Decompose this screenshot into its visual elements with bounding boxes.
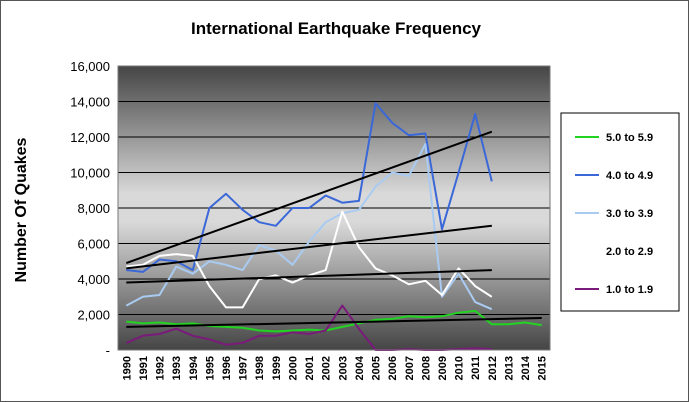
y-tick-label: 8,000 <box>77 201 110 216</box>
y-tick-label: 10,000 <box>70 166 110 181</box>
x-tick-label: 1990 <box>121 356 133 380</box>
x-tick-label: 2015 <box>537 356 549 380</box>
x-tick-label: 2013 <box>503 356 515 380</box>
y-tick-label: - <box>106 343 110 358</box>
x-tick-label: 1995 <box>204 356 216 380</box>
trendline <box>126 224 492 270</box>
x-tick-label: 2011 <box>470 356 482 380</box>
x-tick-label: 1997 <box>238 356 250 380</box>
x-tick-label: 2006 <box>387 356 399 380</box>
x-tick-label: 2014 <box>520 355 532 380</box>
series-line <box>126 102 493 273</box>
legend: 5.0 to 5.9 4.0 to 4.9 3.0 to 3.9 2.0 to 2.9… <box>560 112 680 312</box>
y-tick-label: 4,000 <box>77 272 110 287</box>
y-tick-label: 6,000 <box>77 237 110 252</box>
plot-border <box>117 65 551 351</box>
y-axis-label: Number Of Quakes <box>13 137 30 282</box>
x-tick-label: 2012 <box>487 356 499 380</box>
x-tick-label: 1993 <box>171 356 183 380</box>
x-tick-label: 1998 <box>254 356 266 380</box>
y-tick-label: 12,000 <box>70 130 110 145</box>
x-tick-label: 1991 <box>138 356 150 380</box>
legend-label: 4.0 to 4.9 <box>606 170 653 182</box>
x-tick-label: 2008 <box>420 356 432 380</box>
trendline <box>125 130 493 264</box>
trendline <box>126 317 542 328</box>
trendline <box>126 269 492 284</box>
x-tick-label: 2007 <box>404 356 416 380</box>
x-tick-label: 1992 <box>155 356 167 380</box>
x-tick-label: 2003 <box>337 356 349 380</box>
trendlines <box>125 130 542 328</box>
x-tick-label: 2009 <box>437 356 449 380</box>
x-tick-label: 2004 <box>354 355 366 380</box>
x-tick-label: 1994 <box>188 355 200 380</box>
series-line <box>125 143 493 311</box>
y-tick-label: 2,000 <box>77 308 110 323</box>
legend-label: 2.0 to 2.9 <box>606 246 653 258</box>
legend-label: 3.0 to 3.9 <box>606 208 653 220</box>
x-tick-label: 2001 <box>304 356 316 380</box>
legend-label: 5.0 to 5.9 <box>606 132 653 144</box>
x-tick-label: 2002 <box>321 356 333 380</box>
x-tick-label: 1999 <box>271 356 283 380</box>
series-line <box>126 309 542 333</box>
y-axis-ticks: - 2,000 4,000 6,000 8,000 10,000 12,000 14,000 1… <box>70 59 110 358</box>
x-tick-label: 2000 <box>287 356 299 380</box>
x-tick-label: 2010 <box>454 356 466 380</box>
y-tick-label: 16,000 <box>70 59 110 74</box>
x-tick-label: 1996 <box>221 356 233 380</box>
legend-label: 1.0 to 1.9 <box>606 284 653 296</box>
chart-title: International Earthquake Frequency <box>191 19 482 38</box>
x-tick-label: 2005 <box>371 356 383 380</box>
x-axis-ticks: 1990 1991 1992 1993 1994 1995 1996 1997 1998 1999… <box>121 355 548 380</box>
y-tick-label: 14,000 <box>70 95 110 110</box>
